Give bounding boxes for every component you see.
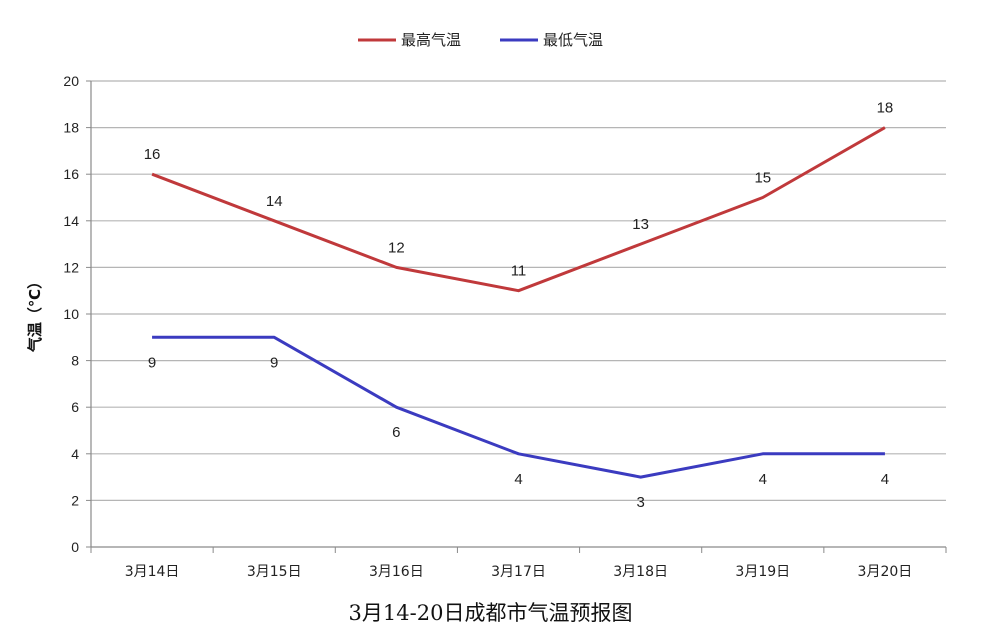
data-label: 4 — [759, 471, 767, 488]
data-label: 4 — [514, 471, 522, 488]
data-label: 11 — [511, 263, 527, 280]
x-tick-label: 3月15日 — [247, 564, 302, 580]
series-line-high — [151, 126, 886, 293]
data-label: 6 — [392, 424, 400, 441]
data-label: 16 — [144, 146, 161, 163]
x-axis: 3月14日 3月15日 3月16日 3月17日 3月18日 3月19日 3月20日 — [90, 547, 947, 580]
legend-label: 最高气温 — [401, 31, 461, 49]
chart-caption: 3月14-20日成都市气温预报图 — [348, 601, 633, 625]
data-label: 15 — [754, 170, 771, 187]
x-tick-label: 3月17日 — [491, 564, 546, 580]
legend-label: 最低气温 — [543, 31, 603, 49]
data-label: 13 — [632, 216, 649, 233]
y-axis-ticks: 0 2 4 6 8 10 12 14 16 18 20 — [63, 73, 79, 555]
legend: 最高气温 最低气温 — [358, 31, 603, 49]
data-labels: 16 14 12 11 13 15 18 9 9 6 4 3 4 4 — [144, 100, 894, 512]
y-tick-label: 0 — [71, 539, 79, 555]
y-tick-label: 12 — [63, 259, 79, 275]
data-label: 18 — [877, 100, 894, 117]
x-tick-label: 3月14日 — [125, 564, 180, 580]
x-tick-label: 3月18日 — [613, 564, 668, 580]
gridlines — [86, 80, 946, 548]
x-tick-label: 3月20日 — [858, 564, 913, 580]
y-tick-label: 2 — [71, 492, 79, 508]
y-tick-label: 6 — [71, 399, 79, 415]
data-label: 3 — [636, 494, 644, 511]
x-tick-label: 3月19日 — [735, 564, 790, 580]
data-label: 14 — [266, 193, 283, 210]
y-tick-label: 4 — [71, 446, 79, 462]
data-label: 4 — [881, 471, 889, 488]
y-axis-label: 气温（℃） — [26, 274, 44, 353]
data-label: 9 — [148, 354, 156, 371]
y-tick-label: 10 — [63, 306, 79, 322]
data-label: 9 — [270, 354, 278, 371]
y-tick-label: 16 — [63, 166, 79, 182]
series-lines — [151, 126, 886, 479]
x-tick-label: 3月16日 — [369, 564, 424, 580]
series-line-low — [152, 335, 885, 479]
y-tick-label: 14 — [63, 213, 79, 229]
y-tick-label: 18 — [63, 120, 79, 136]
y-tick-label: 8 — [71, 353, 79, 369]
y-tick-label: 20 — [63, 73, 79, 89]
data-label: 12 — [388, 239, 405, 256]
